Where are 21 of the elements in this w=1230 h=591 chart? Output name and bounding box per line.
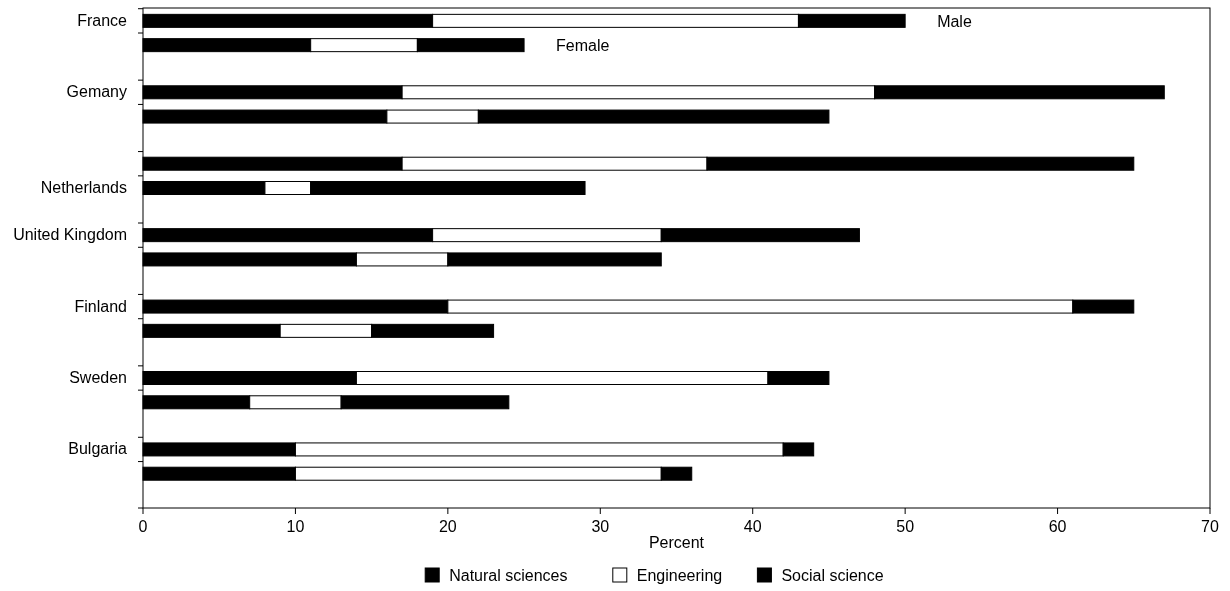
y-tick-label: Sweden xyxy=(69,369,127,386)
annotation: Male xyxy=(937,12,972,30)
x-tick-label: 10 xyxy=(286,518,305,535)
x-tick-label: 30 xyxy=(591,518,610,535)
y-tick-label: France xyxy=(77,11,128,29)
x-tick-label: 60 xyxy=(1048,518,1067,535)
x-tick-label: 40 xyxy=(743,518,762,535)
annotation: Female xyxy=(556,37,610,55)
y-tick-label: Netherlands xyxy=(40,179,127,196)
x-tick-label: 0 xyxy=(138,518,148,535)
legend-label: Natural sciences xyxy=(449,567,568,584)
legend-label: Engineering xyxy=(636,567,723,584)
x-tick-label: 20 xyxy=(438,518,457,535)
x-tick-label: 70 xyxy=(1201,518,1219,535)
legend-label: Social science xyxy=(781,567,884,584)
x-axis-title: Percent xyxy=(648,534,705,551)
y-tick-label: Finland xyxy=(74,297,127,315)
y-tick-label: Bulgaria xyxy=(68,440,128,458)
y-tick-label: United Kingdom xyxy=(13,226,127,244)
y-tick-label: Gemany xyxy=(66,83,127,101)
x-tick-label: 50 xyxy=(896,518,915,535)
